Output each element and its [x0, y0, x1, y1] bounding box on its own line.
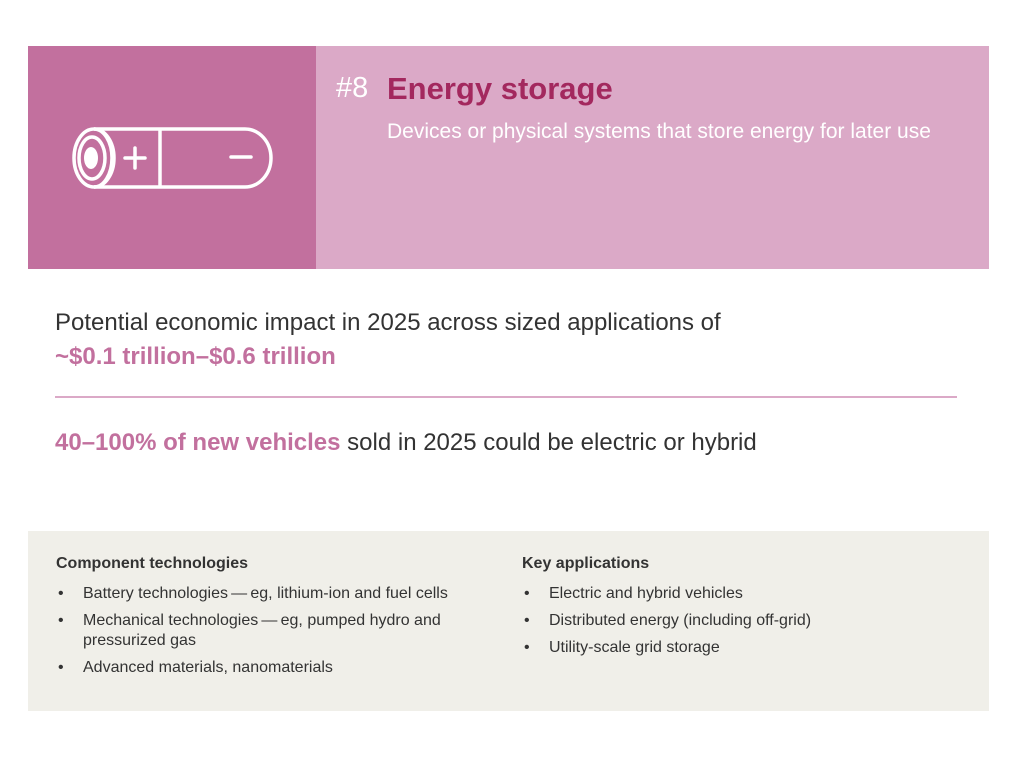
- list-item: • Distributed energy (including off-grid): [524, 612, 812, 629]
- impact-value: ~$0.1 trillion–$0.6 trillion: [55, 343, 336, 370]
- bullet-icon: •: [58, 659, 64, 676]
- divider: [55, 396, 957, 398]
- list-item: • Mechanical technologies — eg, pumped hy…: [58, 612, 441, 649]
- impact-text: Potential economic impact in 2025 across…: [55, 309, 721, 336]
- key-applications-list: • Electric and hybrid vehicles • Distribut…: [522, 584, 942, 658]
- impact-section: Potential economic impact in 2025 across…: [55, 306, 957, 374]
- page-title: Energy storage: [387, 71, 613, 106]
- title-panel: #8 Energy storage Devices or physical sy…: [316, 46, 989, 269]
- list-item: • Electric and hybrid vehicles: [524, 585, 743, 602]
- bullet-icon: •: [524, 585, 530, 602]
- bullet-icon: •: [524, 612, 530, 629]
- icon-panel: [28, 46, 316, 269]
- page-subtitle: Devices or physical systems that store e…: [387, 120, 931, 143]
- key-applications: Key applications • Electric and hybrid ve…: [522, 555, 942, 665]
- header-band: #8 Energy storage Devices or physical sy…: [28, 46, 989, 269]
- list-item: • Battery technologies — eg, lithium-ion …: [58, 585, 448, 602]
- component-technologies-heading: Component technologies: [56, 555, 248, 572]
- list-item: • Utility-scale grid storage: [524, 639, 720, 656]
- component-technologies: Component technologies • Battery technolo…: [56, 555, 496, 685]
- component-technologies-list: • Battery technologies — eg, lithium-ion …: [56, 584, 496, 678]
- bullet-icon: •: [58, 612, 64, 629]
- details-box: Component technologies • Battery technolo…: [28, 531, 989, 711]
- list-item: • Advanced materials, nanomaterials: [58, 659, 333, 676]
- bullet-icon: •: [524, 639, 530, 656]
- vehicles-highlight: 40–100% of new vehicles: [55, 429, 341, 456]
- vehicles-rest: sold in 2025 could be electric or hybrid: [340, 429, 757, 456]
- battery-icon: [72, 126, 273, 189]
- bullet-icon: •: [58, 585, 64, 602]
- key-applications-heading: Key applications: [522, 555, 650, 572]
- vehicles-statement: 40–100% of new vehicles sold in 2025 cou…: [55, 426, 975, 460]
- item-number: #8: [336, 72, 369, 104]
